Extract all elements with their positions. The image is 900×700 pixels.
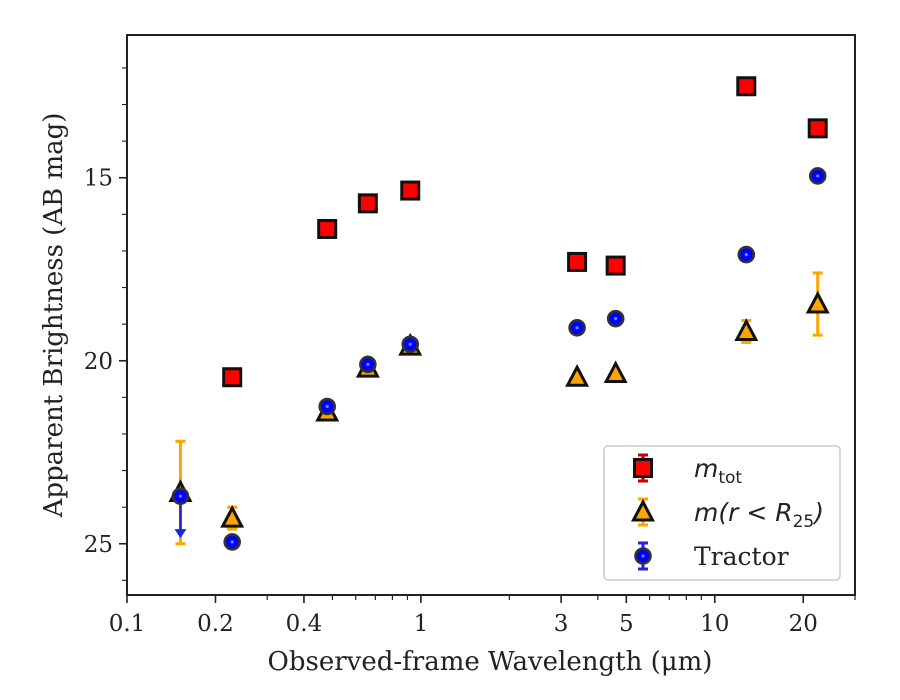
y-tick-label: 15: [84, 166, 113, 192]
data-point: [220, 504, 245, 528]
data-point: [567, 251, 588, 272]
data-point: [734, 318, 759, 341]
legend-label: Tractor: [694, 542, 789, 571]
data-point-center: [744, 253, 748, 257]
x-tick-label: 1: [414, 611, 429, 637]
data-point: [605, 255, 626, 276]
x-tick-label: 3: [554, 611, 569, 637]
y-axis-label: Apparent Brightness (AB mag): [39, 113, 69, 519]
data-point-center: [325, 404, 329, 409]
data-point: [565, 364, 590, 387]
upper-limit-arrow: [174, 529, 187, 539]
data-point: [317, 218, 338, 239]
y-tick-label: 20: [84, 349, 113, 375]
legend-label: m(r < R25): [694, 498, 824, 532]
data-point: [807, 118, 828, 139]
plot-frame: [126, 34, 856, 596]
legend-label: mtot: [694, 454, 742, 488]
data-point-center: [614, 317, 618, 321]
x-tick-label: 0.1: [109, 611, 146, 637]
data-point: [357, 193, 378, 214]
data-point-center: [575, 326, 579, 330]
data-markers: [168, 76, 830, 551]
x-tick-label: 0.2: [197, 611, 234, 637]
data-point: [222, 367, 243, 388]
legend-marker: [633, 458, 653, 478]
data-point: [400, 180, 421, 201]
legend-marker-center: [641, 554, 645, 558]
data-point: [603, 360, 628, 384]
data-point-center: [178, 494, 183, 498]
data-point-center: [366, 362, 370, 367]
legend-item: m(r < R25): [631, 497, 824, 532]
x-axis-label: Observed-frame Wavelength (μm): [268, 647, 713, 677]
x-tick-label: 5: [619, 611, 634, 637]
series-square: [222, 76, 828, 388]
x-axis: 0.1 0.2 0.4 1 3 5 10 20: [109, 595, 856, 637]
x-tick-label: 10: [700, 611, 729, 637]
legend-item: Tractor: [634, 541, 789, 571]
y-tick-label: 25: [84, 532, 113, 558]
legend-marker: [631, 498, 655, 522]
y-axis: 15 20 25: [84, 67, 127, 581]
series-circle: [171, 167, 827, 551]
data-point: [736, 76, 757, 97]
plot-area: [126, 34, 856, 596]
legend-box: [603, 445, 841, 581]
legend: mtot m(r < R25) Tractor: [603, 445, 841, 581]
x-tick-label: 0.4: [286, 611, 323, 637]
data-point-center: [230, 540, 234, 544]
legend-item: mtot: [633, 453, 742, 488]
data-point-center: [816, 174, 820, 178]
data-point: [805, 290, 830, 314]
data-point-center: [408, 342, 412, 346]
x-tick-label: 20: [789, 611, 818, 637]
